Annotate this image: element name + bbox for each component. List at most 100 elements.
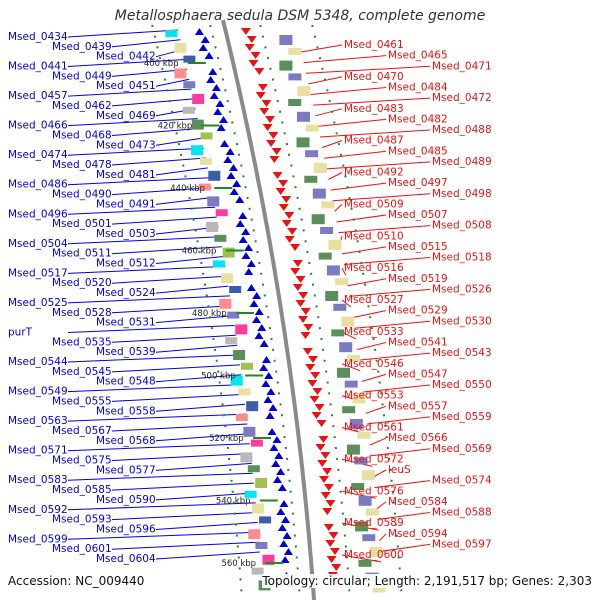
- reverse-gene-label: Msed_0519: [388, 273, 448, 285]
- reverse-gene-arrow: [292, 284, 303, 291]
- forward-gene-label: Msed_0434: [8, 31, 68, 43]
- reverse-gene-label: Msed_0569: [432, 443, 492, 455]
- forward-gene-leader: [155, 551, 260, 560]
- forward-gene-label: Msed_0583: [8, 474, 68, 486]
- reverse-gene-label: Msed_0600: [344, 549, 404, 561]
- reverse-gene-label: Msed_0527: [344, 294, 404, 306]
- reverse-gene-label: Msed_0471: [432, 60, 492, 72]
- forward-gene-arrow: [266, 388, 276, 395]
- forward-gene-arrow: [252, 316, 262, 323]
- reverse-gene-leader: [301, 44, 343, 53]
- reverse-gene-arrow: [290, 268, 301, 275]
- forward-gene-leader: [67, 177, 210, 186]
- reverse-gene-arrow: [240, 28, 251, 35]
- reverse-gene-label: Msed_0588: [432, 507, 492, 519]
- reverse-gene-arrow: [284, 236, 295, 243]
- reverse-gene-leader: [363, 384, 431, 393]
- forward-gene-label: Msed_0451: [96, 80, 156, 92]
- forward-gene-arrow: [279, 540, 289, 547]
- forward-gene-leader: [111, 39, 181, 48]
- gene-feature-block: [313, 163, 327, 173]
- forward-gene-label: Msed_0511: [52, 248, 112, 260]
- reverse-gene-leader: [369, 437, 387, 446]
- reverse-gene-label: Msed_0529: [388, 305, 448, 317]
- reverse-gene-leader: [341, 554, 382, 563]
- gene-feature-block: [259, 516, 272, 524]
- forward-gene-leader: [155, 522, 258, 530]
- forward-gene-arrow: [277, 524, 287, 531]
- forward-gene-leader: [111, 423, 248, 432]
- reverse-gene-leader: [336, 214, 387, 223]
- gene-feature-block: [361, 470, 375, 481]
- forward-gene-label: Msed_0478: [52, 159, 112, 171]
- forward-gene-arrow: [235, 220, 245, 227]
- reverse-gene-label: Msed_0526: [432, 283, 492, 295]
- gene-feature-block: [328, 239, 342, 250]
- scale-tick-label: 400 kbp: [144, 59, 179, 69]
- forward-gene-leader: [67, 265, 226, 274]
- reverse-gene-arrow: [254, 68, 265, 75]
- forward-gene-arrow: [241, 252, 251, 259]
- forward-gene-label: Msed_0473: [96, 139, 156, 151]
- reverse-gene-arrow: [325, 500, 336, 507]
- forward-gene-arrow: [272, 436, 282, 443]
- reverse-gene-arrow: [295, 276, 306, 283]
- forward-gene-label: Msed_0520: [52, 277, 112, 289]
- reverse-gene-arrow: [323, 524, 334, 531]
- reverse-gene-leader: [341, 299, 352, 308]
- gene-feature-block: [311, 214, 325, 225]
- gene-feature-block: [354, 457, 368, 465]
- gene-feature-block: [244, 490, 257, 498]
- scale-tick-label: 540 kbp: [216, 497, 251, 507]
- gene-feature-block: [198, 183, 211, 191]
- reverse-gene-label: Msed_0510: [344, 230, 404, 242]
- gene-feature-block: [251, 503, 264, 514]
- forward-gene-arrow: [263, 396, 273, 403]
- reverse-gene-arrow: [248, 60, 259, 67]
- reverse-gene-arrow: [316, 420, 327, 427]
- forward-gene-leader: [155, 256, 224, 264]
- gene-feature-block: [341, 316, 355, 327]
- forward-gene-arrow: [215, 100, 225, 107]
- genome-summary-text: Topology: circular; Length: 2,191,517 bp…: [262, 574, 592, 588]
- scale-tick-label: 480 kbp: [192, 309, 227, 319]
- forward-gene-label: Msed_0599: [8, 533, 68, 545]
- forward-gene-arrow: [211, 84, 221, 91]
- reverse-gene-arrow: [322, 468, 333, 475]
- reverse-gene-label: Msed_0508: [432, 220, 492, 232]
- reverse-gene-arrow: [295, 300, 306, 307]
- forward-gene-label: Msed_0481: [96, 169, 156, 181]
- reverse-gene-leader: [332, 193, 431, 202]
- forward-gene-leader: [67, 413, 247, 422]
- reverse-gene-leader: [305, 65, 431, 74]
- reverse-gene-arrow: [318, 436, 329, 443]
- forward-gene-arrow: [198, 44, 208, 51]
- reverse-gene-arrow: [281, 196, 292, 203]
- gene-feature-block: [241, 362, 253, 370]
- forward-gene-leader: [67, 88, 192, 97]
- forward-gene-arrow: [225, 148, 235, 155]
- forward-gene-arrow: [244, 244, 254, 251]
- forward-gene-label: purT: [8, 327, 33, 339]
- forward-gene-arrow: [283, 548, 293, 555]
- gene-feature-block: [335, 278, 349, 286]
- forward-gene-arrow: [259, 340, 269, 347]
- reverse-gene-arrow: [269, 156, 280, 163]
- reverse-gene-label: Msed_0483: [344, 103, 404, 115]
- gene-feature-block: [358, 495, 372, 506]
- forward-gene-arrow: [249, 300, 259, 307]
- scale-tick-label: 560 kbp: [221, 559, 256, 569]
- forward-gene-arrow: [216, 124, 226, 131]
- forward-gene-label: Msed_0563: [8, 415, 68, 427]
- forward-gene-arrow: [265, 412, 275, 419]
- forward-gene-arrow: [252, 292, 262, 299]
- forward-gene-arrow: [232, 180, 242, 187]
- gene-feature-block: [357, 431, 371, 439]
- forward-gene-arrow: [208, 68, 218, 75]
- reverse-gene-arrow: [315, 444, 326, 451]
- forward-gene-label: Msed_0575: [52, 455, 112, 467]
- gene-feature-block: [297, 86, 311, 97]
- reverse-gene-label: Msed_0541: [388, 337, 448, 349]
- reverse-gene-leader: [328, 172, 343, 180]
- forward-gene-leader: [155, 492, 255, 501]
